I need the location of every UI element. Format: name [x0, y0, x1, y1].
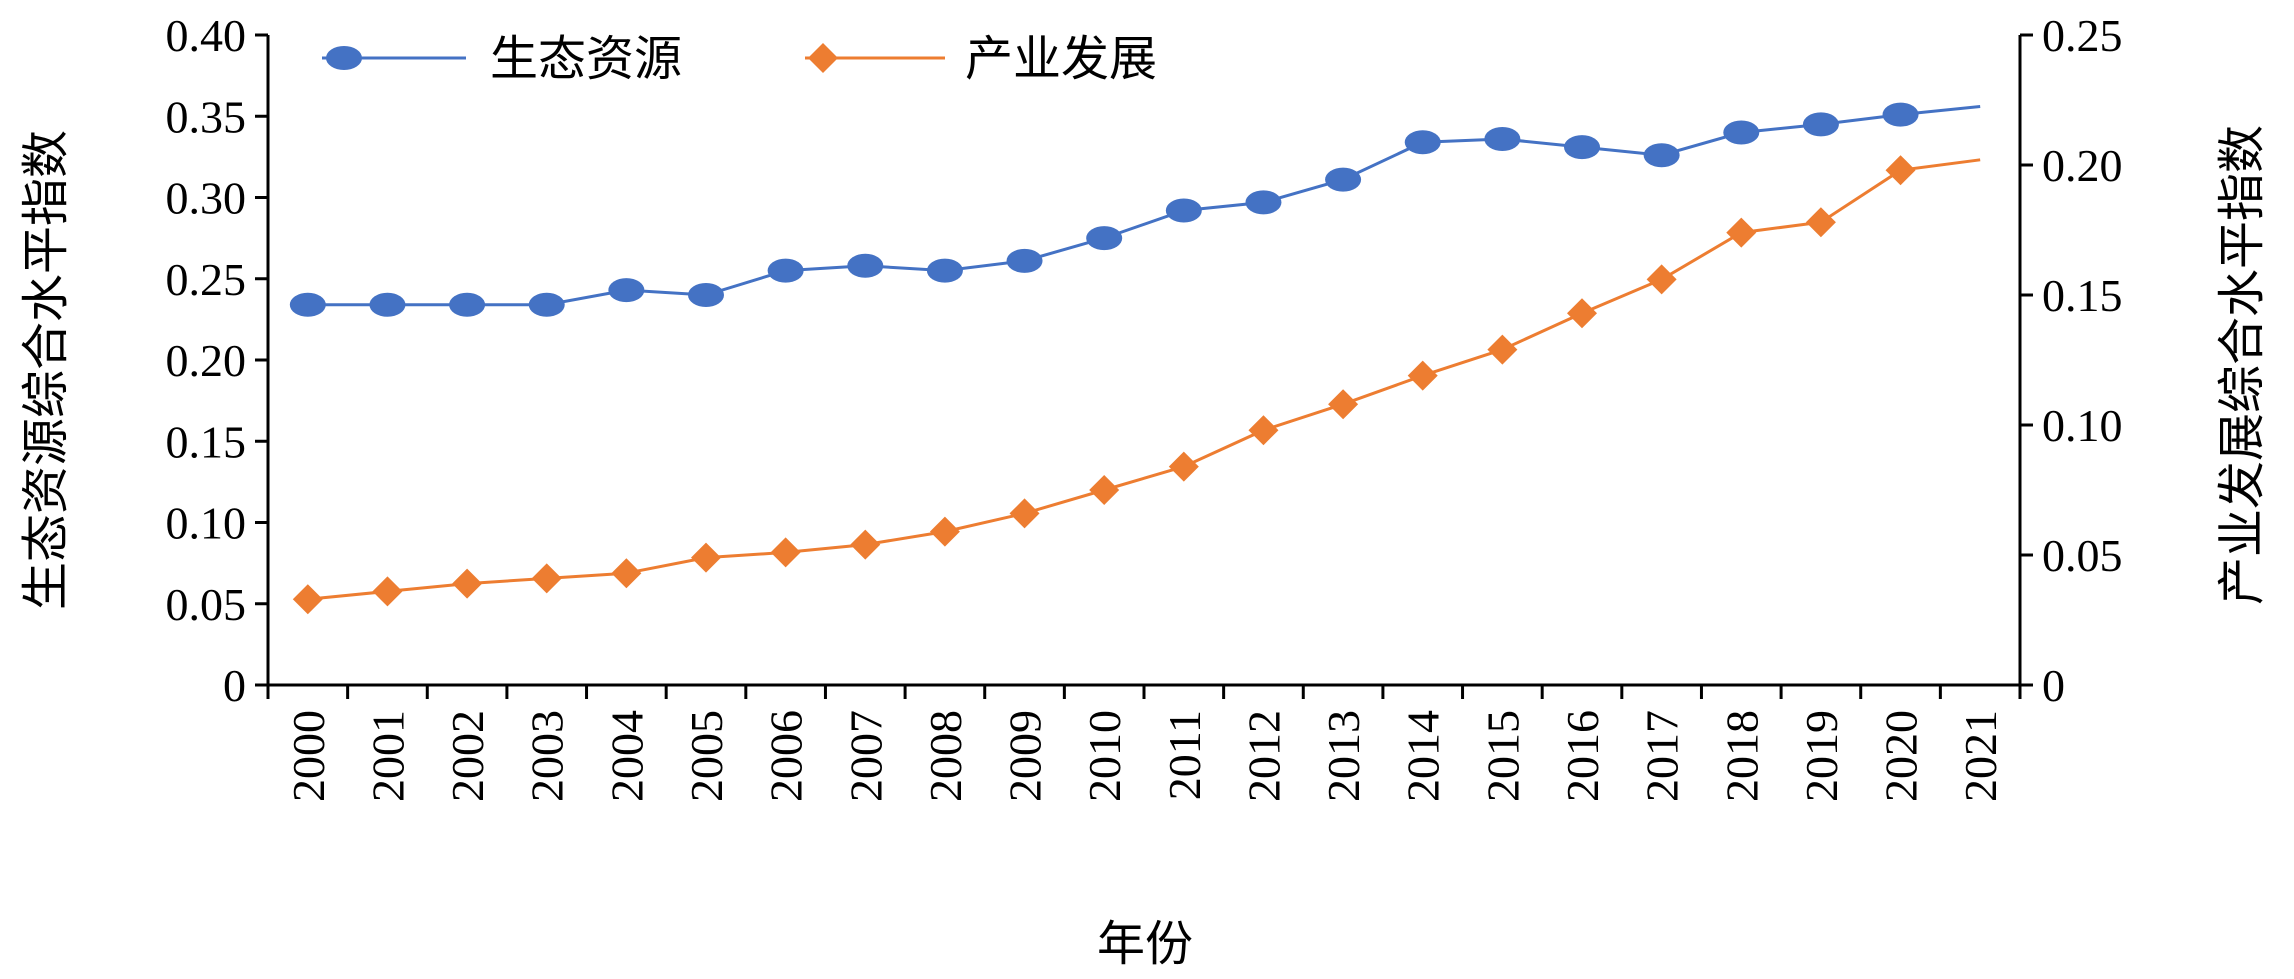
- right-tick-label: 0: [2042, 660, 2065, 711]
- x-tick-label: 2018: [1716, 710, 1767, 802]
- x-tick-label: 2012: [1238, 710, 1289, 802]
- x-axis-title: 年份: [1097, 916, 1193, 972]
- x-tick-label: 2007: [840, 710, 891, 802]
- data-point: [611, 558, 642, 589]
- x-axis-ticks: 2000 2001 2002 2003 2004 2005 2006 2007 2008 2009…: [266, 685, 2022, 802]
- x-tick-label: 2003: [522, 710, 573, 802]
- x-tick-label: 2019: [1796, 710, 1847, 802]
- x-tick-label: 2011: [1159, 710, 1210, 800]
- x-tick-label: 2000: [283, 710, 334, 802]
- x-tick-label: 2021: [1955, 710, 2006, 802]
- data-point: [369, 292, 406, 317]
- x-tick-label: 2017: [1637, 710, 1688, 802]
- data-point: [926, 258, 963, 283]
- right-tick-label: 0.15: [2042, 270, 2123, 321]
- data-point: [1646, 264, 1677, 295]
- data-point: [289, 292, 326, 317]
- left-tick-label: 0.35: [166, 91, 247, 142]
- data-point: [1245, 190, 1282, 215]
- data-point: [1009, 498, 1040, 529]
- data-point: [688, 283, 724, 307]
- data-point: [767, 258, 804, 283]
- x-tick-label: 2004: [601, 710, 652, 802]
- x-tick-label: 2008: [920, 710, 971, 802]
- series-line: [307, 105, 1981, 307]
- x-tick-label: 2005: [681, 710, 732, 802]
- x-tick-label: 2002: [442, 710, 493, 802]
- data-point: [1086, 226, 1123, 251]
- data-point: [929, 516, 960, 547]
- left-tick-label: 0.30: [166, 173, 247, 224]
- right-tick-label: 0.05: [2042, 530, 2123, 581]
- data-point: [1805, 207, 1836, 238]
- left-tick-label: 0.25: [166, 254, 247, 305]
- legend-label: 产业发展: [965, 31, 1157, 87]
- right-tick-label: 0.25: [2042, 10, 2123, 61]
- data-point: [449, 292, 486, 317]
- data-point: [608, 278, 645, 303]
- right-axis-title: 产业发展综合水平指数: [2214, 125, 2270, 605]
- left-tick-label: 0.05: [166, 579, 247, 630]
- series-ecology: [289, 102, 1981, 317]
- data-point: [1726, 217, 1757, 248]
- left-tick-label: 0.40: [166, 10, 247, 61]
- x-tick-label: 2006: [761, 710, 812, 802]
- data-point: [1802, 112, 1839, 137]
- legend-marker: [808, 43, 838, 73]
- data-point: [531, 563, 562, 594]
- left-axis-title: 生态资源综合水平指数: [18, 130, 74, 610]
- data-point: [1006, 248, 1043, 273]
- right-axis-ticks: 0 0.05 0.10 0.15 0.20 0.25: [2020, 10, 2123, 711]
- left-tick-label: 0.20: [166, 335, 247, 386]
- data-point: [847, 253, 884, 278]
- x-tick-label: 2015: [1477, 710, 1528, 802]
- x-tick-label: 2009: [1000, 710, 1051, 802]
- data-point: [452, 568, 483, 599]
- legend-item: 生态资源: [322, 31, 682, 87]
- data-point: [1328, 389, 1359, 420]
- data-point: [1404, 130, 1441, 155]
- x-tick-label: 2016: [1557, 710, 1608, 802]
- data-point: [1407, 360, 1438, 391]
- series-layer: [289, 102, 1981, 615]
- x-tick-label: 2020: [1876, 710, 1927, 802]
- data-point: [1248, 415, 1279, 446]
- data-point: [1643, 143, 1680, 168]
- data-point: [1484, 127, 1521, 151]
- data-point: [1487, 334, 1518, 365]
- right-tick-label: 0.10: [2042, 400, 2123, 451]
- data-point: [1168, 451, 1199, 482]
- series-line: [307, 158, 1981, 601]
- data-point: [1885, 155, 1916, 186]
- left-axis-ticks: 0 0.05 0.10 0.15 0.20 0.25 0.30 0.35 0.40: [166, 10, 268, 711]
- legend-label: 生态资源: [490, 31, 682, 87]
- data-point: [1567, 298, 1597, 329]
- data-point: [1882, 102, 1919, 127]
- data-point: [528, 292, 565, 317]
- data-point: [770, 537, 801, 568]
- data-point: [850, 529, 881, 560]
- data-point: [1165, 198, 1202, 223]
- data-point: [1564, 135, 1600, 160]
- legend-marker: [326, 46, 362, 70]
- data-point: [1089, 475, 1120, 505]
- x-tick-label: 2013: [1318, 710, 1369, 802]
- data-point: [1325, 167, 1362, 192]
- series-industry: [292, 155, 1981, 615]
- left-tick-label: 0.15: [166, 416, 247, 467]
- left-tick-label: 0: [223, 660, 246, 711]
- data-point: [292, 584, 323, 615]
- data-point: [691, 542, 721, 573]
- legend: 生态资源 产业发展: [322, 31, 1157, 87]
- legend-item: 产业发展: [805, 31, 1157, 87]
- x-tick-label: 2014: [1398, 710, 1449, 802]
- x-tick-label: 2001: [362, 710, 413, 802]
- x-tick-label: 2010: [1079, 710, 1130, 802]
- data-point: [1723, 120, 1760, 145]
- left-tick-label: 0.10: [166, 498, 247, 549]
- right-tick-label: 0.20: [2042, 140, 2123, 191]
- data-point: [372, 576, 403, 607]
